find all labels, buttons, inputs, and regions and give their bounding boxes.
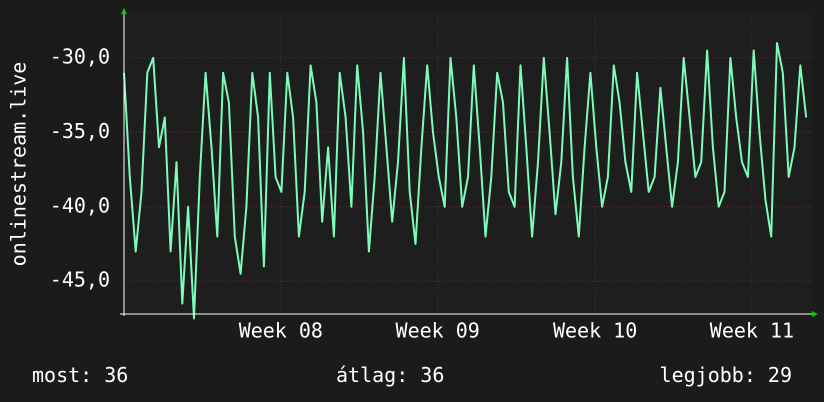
y-tick-label: -40,0 xyxy=(50,193,110,217)
y-tick-label: -45,0 xyxy=(50,268,110,292)
x-tick-label: Week 09 xyxy=(396,319,480,343)
footer-current: most: 36 xyxy=(32,363,128,387)
y-tick-label: -30,0 xyxy=(50,44,110,68)
y-axis-arrow xyxy=(121,8,127,14)
data-line xyxy=(123,42,808,320)
x-tick-label: Week 11 xyxy=(710,319,794,343)
footer-average: átlag: 36 xyxy=(336,363,444,387)
x-tick-label: Week 08 xyxy=(239,319,323,343)
y-axis-label: onlinestream.live xyxy=(7,62,31,267)
y-tick-label: -35,0 xyxy=(50,119,110,143)
grid xyxy=(124,14,812,314)
x-axis-arrow xyxy=(812,311,818,317)
x-tick-label: Week 10 xyxy=(553,319,637,343)
footer-best: legjobb: 29 xyxy=(660,363,792,387)
marks xyxy=(123,42,808,320)
